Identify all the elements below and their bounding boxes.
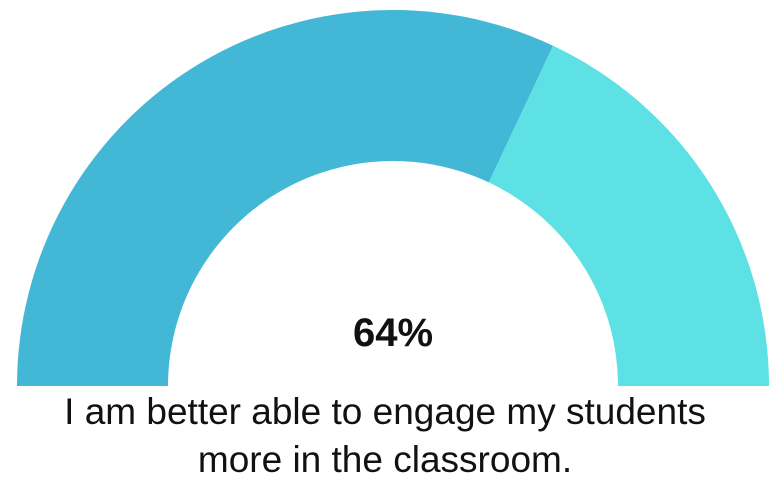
gauge-segment-2 bbox=[488, 45, 769, 386]
gauge-caption: I am better able to engage my students m… bbox=[0, 388, 770, 484]
gauge-segments bbox=[17, 10, 769, 387]
gauge-segment-1 bbox=[17, 10, 554, 387]
caption-line-2: more in the classroom. bbox=[197, 439, 573, 480]
gauge-value-label: 64% bbox=[353, 311, 433, 355]
caption-line-1: I am better able to engage my students bbox=[64, 391, 706, 432]
